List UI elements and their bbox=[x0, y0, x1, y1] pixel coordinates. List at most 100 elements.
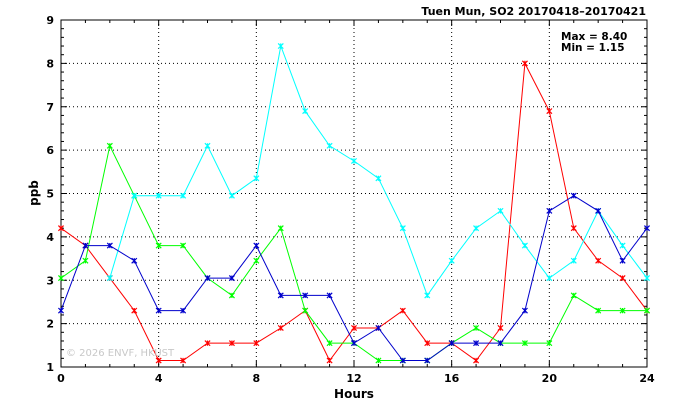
data-point bbox=[521, 340, 528, 347]
data-point bbox=[546, 340, 553, 347]
data-point bbox=[375, 357, 382, 364]
data-point bbox=[546, 207, 553, 214]
data-point bbox=[473, 225, 480, 232]
x-tick-label: 20 bbox=[542, 372, 558, 385]
x-axis-title: Hours bbox=[334, 387, 374, 401]
data-point bbox=[643, 275, 651, 282]
data-point bbox=[204, 340, 211, 347]
data-point bbox=[277, 292, 284, 299]
x-tick-label: 24 bbox=[639, 372, 655, 385]
y-tick-label: 1 bbox=[46, 361, 54, 374]
data-point bbox=[570, 192, 577, 199]
y-axis-title: ppb bbox=[27, 180, 41, 206]
data-point bbox=[277, 43, 284, 50]
data-point bbox=[375, 324, 382, 331]
data-point bbox=[643, 307, 651, 314]
data-point bbox=[180, 192, 187, 199]
data-point bbox=[228, 275, 235, 282]
x-tick-label: 0 bbox=[57, 372, 65, 385]
data-point bbox=[497, 324, 504, 331]
data-point bbox=[253, 175, 260, 182]
min-stat: Min = 1.15 bbox=[561, 42, 625, 54]
data-point bbox=[277, 225, 284, 232]
data-point bbox=[570, 225, 577, 232]
data-point bbox=[155, 242, 162, 249]
data-point bbox=[619, 242, 626, 249]
series-1 bbox=[57, 60, 651, 364]
y-tick-label: 2 bbox=[46, 318, 54, 331]
data-point bbox=[82, 257, 89, 264]
data-point bbox=[497, 340, 504, 347]
y-tick-label: 5 bbox=[46, 188, 54, 201]
data-point bbox=[424, 292, 431, 299]
data-point bbox=[155, 192, 162, 199]
data-point bbox=[228, 192, 235, 199]
data-point bbox=[326, 292, 333, 299]
data-point bbox=[424, 340, 431, 347]
watermark: © 2026 ENVF, HKUST bbox=[66, 348, 175, 359]
x-tick-label: 8 bbox=[253, 372, 261, 385]
data-point bbox=[619, 307, 626, 314]
data-point bbox=[180, 307, 187, 314]
data-point bbox=[253, 257, 260, 264]
data-point bbox=[57, 307, 65, 314]
x-tick-label: 4 bbox=[155, 372, 163, 385]
data-point bbox=[399, 357, 406, 364]
x-tick-label: 16 bbox=[444, 372, 460, 385]
y-tick-labels: 1 2 3 4 5 6 7 8 9 bbox=[46, 14, 54, 374]
data-point bbox=[155, 307, 162, 314]
data-point bbox=[228, 292, 235, 299]
data-point bbox=[375, 175, 382, 182]
data-point bbox=[448, 257, 455, 264]
x-tick-label: 12 bbox=[346, 372, 361, 385]
data-point bbox=[497, 207, 504, 214]
data-point bbox=[399, 307, 406, 314]
data-point bbox=[204, 275, 211, 282]
data-point bbox=[399, 225, 406, 232]
data-point bbox=[302, 307, 309, 314]
data-point bbox=[521, 242, 528, 249]
series-line bbox=[109, 44, 648, 297]
x-tick-labels: 0 4 8 12 16 20 24 bbox=[57, 372, 655, 385]
data-point bbox=[424, 357, 431, 364]
data-point bbox=[546, 275, 553, 282]
data-point bbox=[619, 257, 626, 264]
data-point bbox=[350, 157, 358, 164]
data-point bbox=[277, 324, 284, 331]
data-point bbox=[302, 108, 309, 115]
chart-title: Tuen Mun, SO2 20170418–20170421 bbox=[421, 5, 646, 18]
data-point bbox=[131, 257, 138, 264]
data-point bbox=[473, 357, 480, 364]
series-4 bbox=[57, 192, 651, 364]
data-point bbox=[473, 324, 480, 331]
data-point bbox=[131, 307, 138, 314]
data-point bbox=[131, 192, 138, 199]
data-point bbox=[350, 324, 358, 331]
data-point bbox=[106, 275, 113, 282]
y-tick-label: 6 bbox=[46, 144, 54, 157]
data-point bbox=[106, 142, 113, 149]
data-point bbox=[302, 292, 309, 299]
data-point bbox=[82, 242, 89, 249]
data-point bbox=[448, 340, 455, 347]
y-tick-label: 3 bbox=[46, 274, 54, 287]
data-point bbox=[546, 108, 553, 115]
data-point bbox=[350, 340, 358, 347]
max-stat: Max = 8.40 bbox=[561, 31, 627, 43]
data-point bbox=[595, 207, 602, 214]
data-point bbox=[619, 275, 626, 282]
data-point bbox=[228, 340, 235, 347]
y-tick-label: 9 bbox=[46, 14, 54, 27]
data-point bbox=[521, 60, 528, 67]
y-tick-label: 4 bbox=[46, 231, 54, 244]
data-point bbox=[253, 242, 260, 249]
y-tick-label: 8 bbox=[46, 57, 54, 70]
data-point bbox=[204, 142, 211, 149]
series-line bbox=[60, 61, 648, 362]
data-point bbox=[326, 142, 333, 149]
data-point bbox=[180, 357, 187, 364]
data-point bbox=[326, 357, 333, 364]
data-point bbox=[155, 357, 162, 364]
data-point bbox=[643, 225, 651, 232]
